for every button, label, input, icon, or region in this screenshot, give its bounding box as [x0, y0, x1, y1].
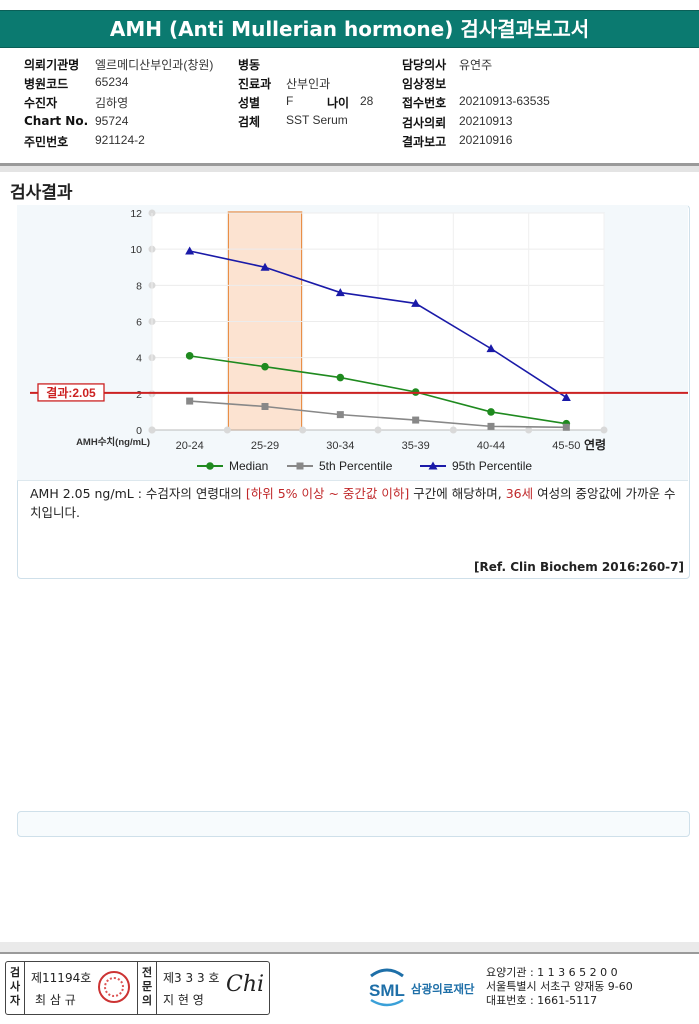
clinical-label: 임상정보	[402, 77, 447, 91]
chart-no-value: 95724	[95, 114, 129, 128]
receipt-value: 20210913-63535	[459, 94, 550, 108]
request-label: 검사의뢰	[402, 116, 447, 130]
hospital-label: 의뢰기관명	[24, 58, 80, 72]
chart-background	[17, 205, 688, 481]
hospital-value: 엘르메디산부인과(창원)	[95, 58, 214, 72]
doctor-value: 유연주	[459, 58, 493, 72]
receipt-label: 접수번호	[402, 96, 447, 110]
signature: Chi	[226, 972, 265, 997]
comment-text: AMH 2.05 ng/mL : 수검자의 연령대의	[30, 486, 246, 501]
sex-label: 성별	[238, 96, 261, 110]
hospcode-label: 병원코드	[24, 77, 69, 91]
reference: [Ref. Clin Biochem 2016:260-7]	[474, 560, 684, 574]
specialist-name: 지 현 영	[163, 993, 204, 1007]
doctor-label: 담당의사	[402, 58, 447, 72]
comment-text: 구간에 해당하며,	[409, 486, 506, 501]
sml-logo-icon: SML	[369, 968, 405, 1007]
report-title: AMH (Anti Mullerian hormone) 검사결과보고서	[0, 10, 699, 48]
patient-info: 의뢰기관명 엘르메디산부인과(창원) 병원코드 65234 수진자 김하영 Ch…	[0, 56, 699, 166]
age-label: 나이	[327, 96, 350, 110]
divider	[0, 166, 699, 172]
id-label: 주민번호	[24, 135, 69, 149]
age-value: 28	[360, 94, 374, 108]
hospcode-value: 65234	[95, 75, 129, 89]
seal-stamp	[98, 971, 130, 1003]
patient-label: 수진자	[24, 96, 58, 110]
section-title: 검사결과	[10, 183, 73, 203]
report-date-label: 결과보고	[402, 135, 447, 149]
result-comment: AMH 2.05 ng/mL : 수검자의 연령대의 [하위 5% 이상 ~ 중…	[30, 484, 680, 522]
divider	[0, 163, 699, 166]
org-address: 서울특별시 서초구 양재동 9-60	[486, 980, 633, 993]
org-name: 삼광의료재단	[411, 982, 475, 996]
org-contact: 요양기관 : 1 1 3 6 5 2 0 0 서울특별시 서초구 양재동 9-6…	[486, 966, 633, 1008]
ward-label: 병동	[238, 58, 261, 72]
dept-value: 산부인과	[286, 77, 331, 91]
request-value: 20210913	[459, 114, 513, 128]
specialist-license: 제3 3 3 호	[163, 971, 220, 985]
notes-box	[17, 811, 690, 837]
report-date-value: 20210916	[459, 133, 513, 147]
patient-value: 김하영	[95, 96, 129, 110]
comment-text: 여성의 중앙값에 가까운 수치입니다.	[30, 486, 676, 520]
svg-text:SML: SML	[369, 981, 405, 1000]
comment-age: 36세	[505, 486, 534, 501]
sex-value: F	[286, 94, 294, 108]
divider	[0, 942, 699, 952]
examiner-name: 최 삼 규	[35, 993, 76, 1007]
divider	[0, 952, 699, 954]
org-phone: 대표번호 : 1661-5117	[486, 994, 598, 1007]
chart-no-label: Chart No.	[24, 114, 89, 128]
dept-label: 진료과	[238, 77, 272, 91]
specimen-value: SST Serum	[286, 113, 348, 127]
comment-range: [하위 5% 이상 ~ 중간값 이하]	[245, 486, 410, 501]
specimen-label: 검체	[238, 115, 261, 129]
examiner-license: 제11194호	[31, 971, 92, 985]
org-code: 요양기관 : 1 1 3 6 5 2 0 0	[486, 966, 618, 979]
id-value: 921124-2	[95, 133, 145, 147]
